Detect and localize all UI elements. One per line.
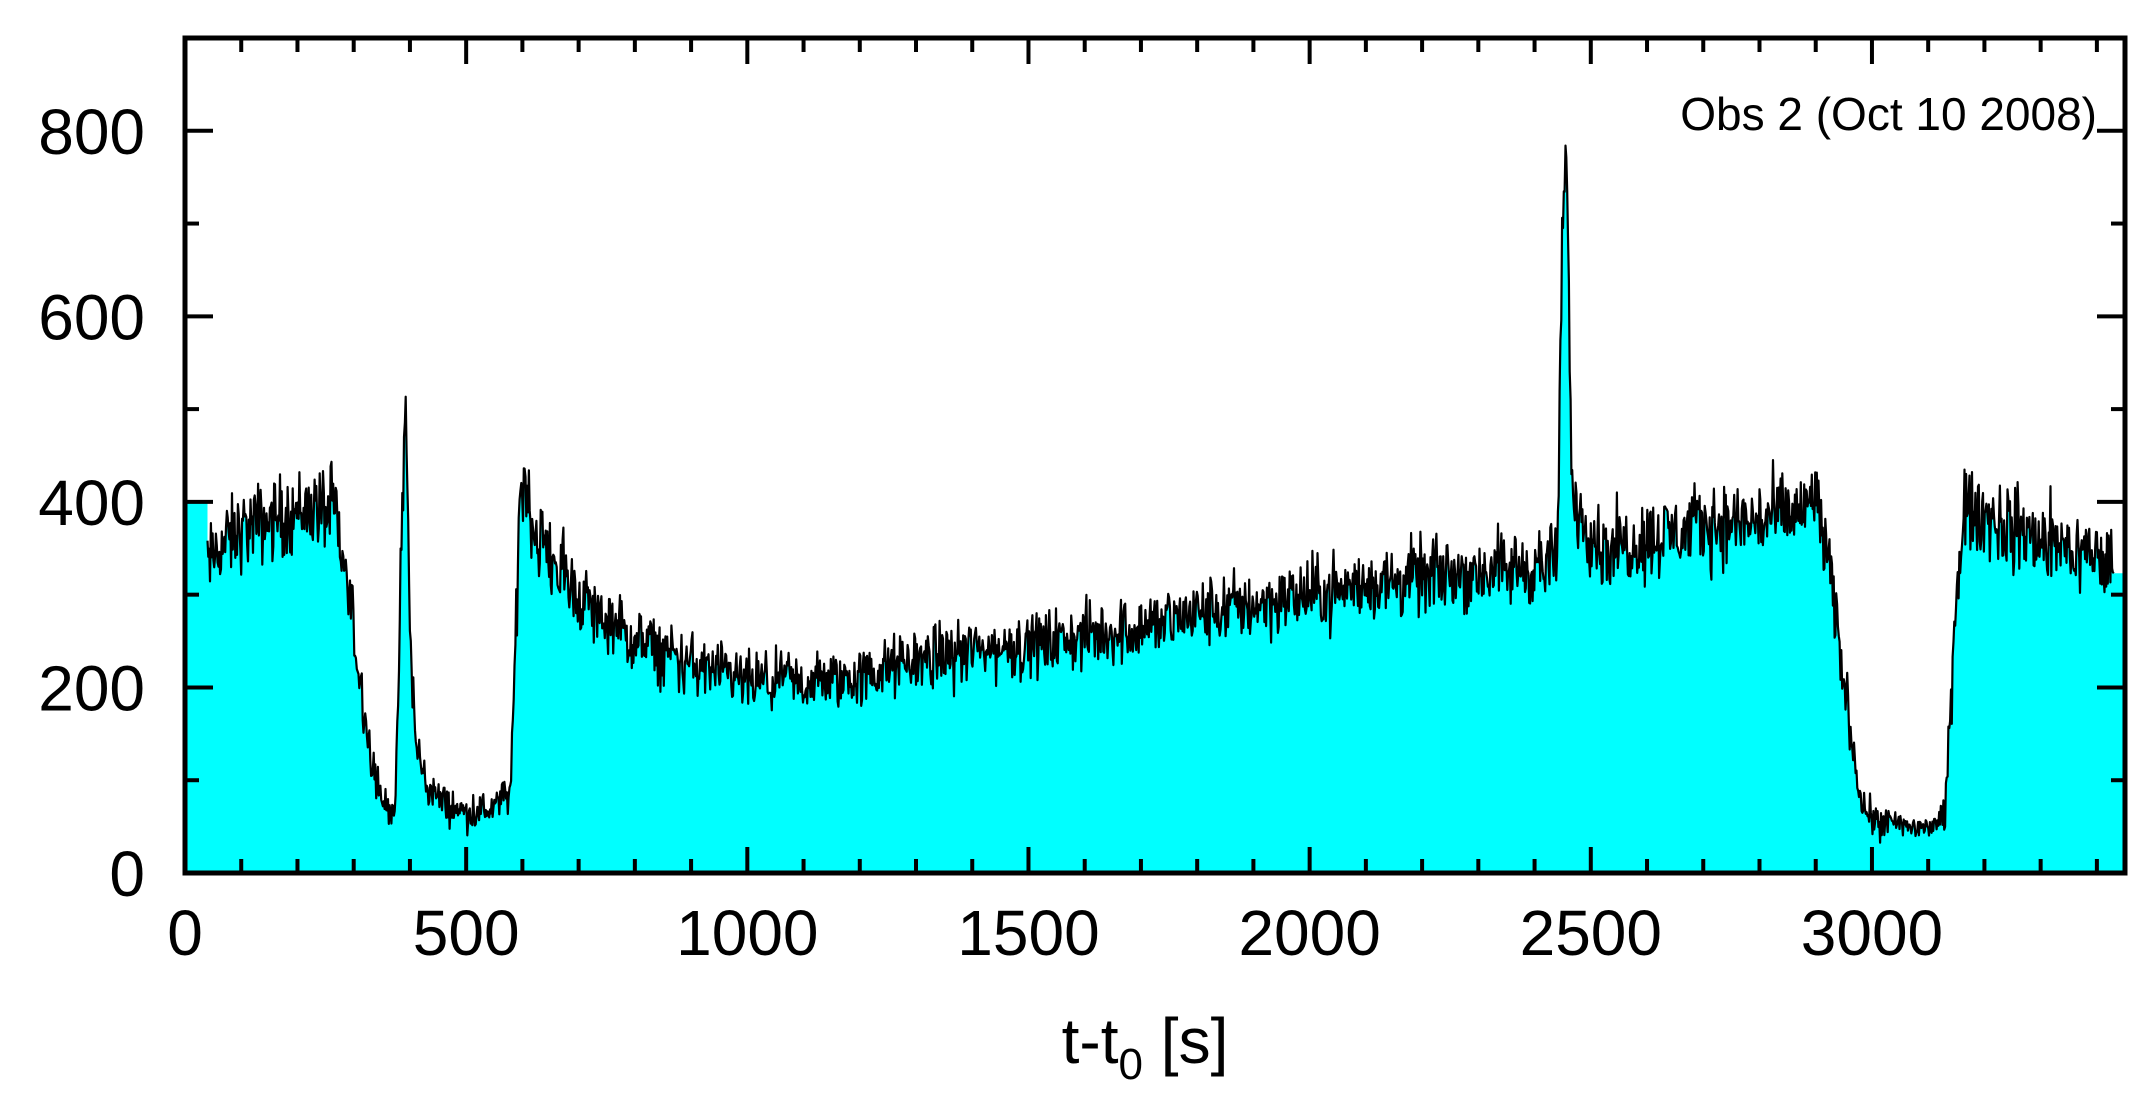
x-tick-label: 1500 [957, 897, 1099, 969]
x-tick-label: 0 [167, 897, 203, 969]
x-axis-title-main: t-t [1062, 1005, 1119, 1077]
x-tick-labels: 0 500 1000 1500 2000 2500 3000 [167, 897, 1943, 969]
flux-line [206, 144, 2115, 844]
y-tick-label: 0 [109, 838, 145, 910]
y-tick-labels: 0 200 400 600 800 [38, 96, 145, 910]
observation-annotation: Obs 2 (Oct 10 2008) [1680, 88, 2097, 140]
x-tick-label: 500 [413, 897, 520, 969]
series-line [206, 144, 2115, 844]
flux-area-fill [185, 145, 2125, 874]
x-tick-label: 2000 [1238, 897, 1380, 969]
plot-frame [182, 35, 2128, 876]
y-tick-label: 200 [38, 652, 145, 724]
axis-ticks [183, 36, 2125, 875]
x-tick-label: 2500 [1520, 897, 1662, 969]
area-fill-path [185, 145, 2125, 874]
y-tick-label: 800 [38, 96, 145, 168]
x-tick-label: 1000 [676, 897, 818, 969]
y-tick-label: 600 [38, 281, 145, 353]
x-axis-title: t-t0 [s] [1062, 1005, 1229, 1089]
x-axis-title-unit: [s] [1143, 1005, 1228, 1077]
y-tick-label: 400 [38, 467, 145, 539]
x-axis-title-subscript: 0 [1119, 1040, 1143, 1089]
x-tick-label: 3000 [1801, 897, 1943, 969]
